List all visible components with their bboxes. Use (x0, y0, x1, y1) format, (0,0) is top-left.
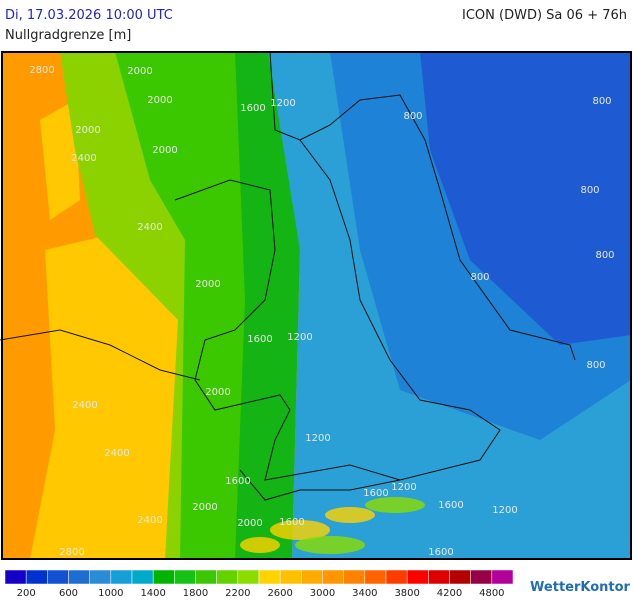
legend-swatch (343, 569, 366, 585)
logo: WetterKontor (530, 580, 631, 595)
contour-label: 1200 (391, 482, 416, 493)
alps-pattern (295, 497, 425, 554)
contour-label: 2400 (137, 515, 162, 526)
legend-swatch (470, 569, 493, 585)
legend-label: 1000 (98, 588, 123, 599)
model-label: ICON (DWD) Sa 06 + 76h (462, 8, 627, 23)
contour-label: 2000 (75, 125, 100, 136)
contour-label: 1600 (225, 476, 250, 487)
contour-label: 2800 (59, 547, 84, 558)
contour-label: 2800 (29, 65, 54, 76)
contour-label: 1600 (279, 517, 304, 528)
map (0, 51, 632, 560)
map-frame (1, 51, 632, 560)
legend-swatch (152, 569, 175, 585)
legend-swatch (131, 569, 154, 585)
contour-label: 2000 (152, 145, 177, 156)
contour-label: 800 (592, 96, 611, 107)
legend-label: 4800 (479, 588, 504, 599)
legend-swatch (279, 569, 302, 585)
contour-label: 2000 (195, 279, 220, 290)
contour-label: 2400 (137, 222, 162, 233)
contour-label: 1200 (270, 98, 295, 109)
legend-swatch (258, 569, 281, 585)
legend-label: 1400 (140, 588, 165, 599)
contour-label: 1200 (305, 433, 330, 444)
legend-swatch (216, 569, 239, 585)
legend-swatch (47, 569, 69, 585)
legend-swatch (25, 569, 48, 585)
legend-swatch (89, 569, 112, 585)
map-region (30, 100, 180, 559)
contour-label: 800 (470, 272, 489, 283)
legend-label: 1800 (183, 588, 208, 599)
legend-swatch (237, 569, 260, 585)
legend-label: 200 (17, 588, 36, 599)
contour-label: 2000 (237, 518, 262, 529)
alps-pattern (240, 507, 375, 553)
contour-label: 1600 (247, 334, 272, 345)
legend-label: 2200 (225, 588, 250, 599)
contour-label: 2400 (71, 153, 96, 164)
legend-swatch (4, 569, 27, 585)
legend-label: 600 (59, 588, 78, 599)
legend-label: 4200 (437, 588, 462, 599)
legend-swatch (428, 569, 450, 585)
contour-label: 2400 (104, 448, 129, 459)
contour-label: 1600 (240, 103, 265, 114)
contour-label: 1200 (492, 505, 517, 516)
contour-label: 800 (595, 250, 614, 261)
contour-label: 2000 (205, 387, 230, 398)
legend-swatch (322, 569, 344, 585)
map-region (235, 52, 300, 559)
legend-label: 3800 (394, 588, 419, 599)
contour-label: 800 (586, 360, 605, 371)
contour-label: 2000 (192, 502, 217, 513)
legend-swatch (406, 569, 429, 585)
borders (0, 51, 576, 501)
legend-swatch (110, 569, 133, 585)
legend-swatch (68, 569, 90, 585)
contour-label: 2000 (127, 66, 152, 77)
legend-swatch (449, 569, 471, 585)
legend-swatch (491, 569, 514, 585)
date-label: Di, 17.03.2026 10:00 UTC (5, 8, 173, 23)
contour-label: 1600 (363, 488, 388, 499)
contour-label: 2000 (147, 95, 172, 106)
contour-label: 1600 (438, 500, 463, 511)
legend-swatch (364, 569, 387, 585)
contour-label: 2400 (72, 400, 97, 411)
legend-label: 3400 (352, 588, 377, 599)
map-region (420, 52, 631, 345)
legend-label: 3000 (310, 588, 335, 599)
contour-label: 1200 (287, 332, 312, 343)
map-subtitle: Nullgradgrenze [m] (5, 28, 131, 43)
legend-swatch (385, 569, 408, 585)
legend-swatch (174, 569, 196, 585)
legend-swatch (195, 569, 217, 585)
legend-swatch (301, 569, 323, 585)
legend-label: 2600 (267, 588, 292, 599)
contour-label: 800 (403, 111, 422, 122)
contour-label: 800 (580, 185, 599, 196)
contour-label: 1600 (428, 547, 453, 558)
